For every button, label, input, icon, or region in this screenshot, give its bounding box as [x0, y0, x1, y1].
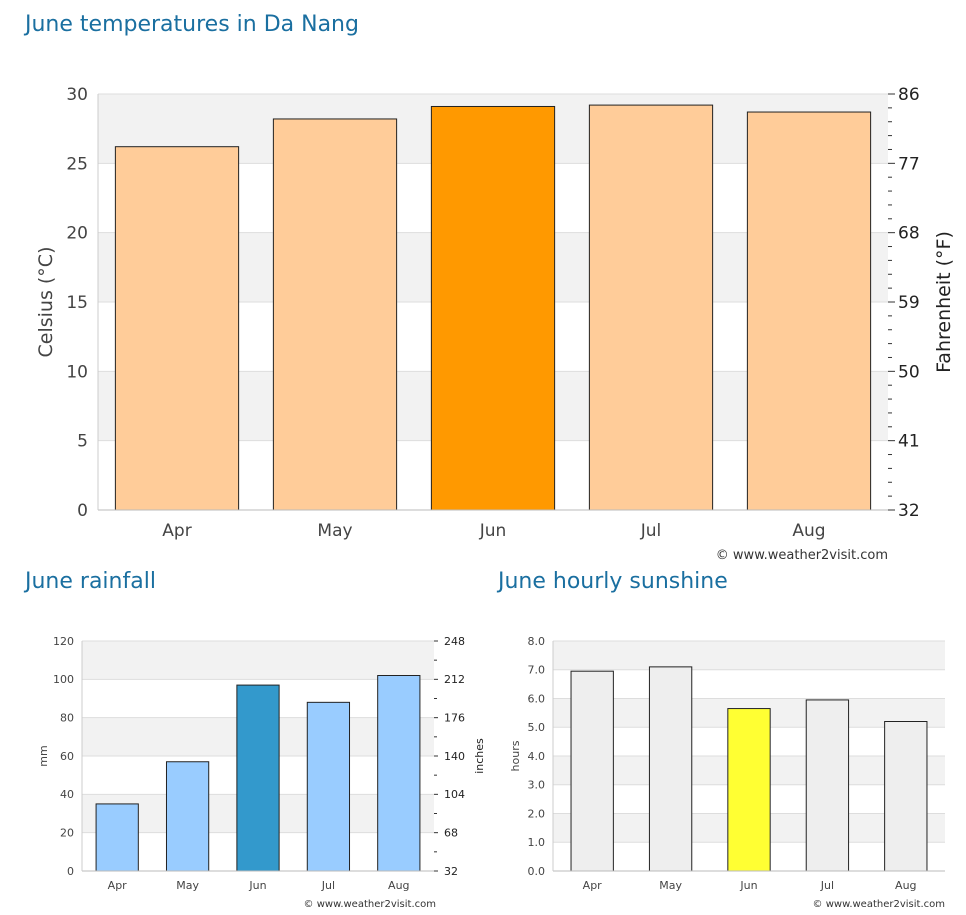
y-right-tick-label: 248	[444, 635, 465, 648]
y-tick-label: 8.0	[528, 635, 546, 648]
bar-jul	[805, 699, 850, 872]
y-tick-label: 100	[53, 673, 74, 686]
y-tick-label: 6.0	[528, 692, 546, 705]
bar-aug	[377, 675, 421, 872]
x-tick-label: May	[176, 879, 199, 892]
bar-aug	[746, 111, 872, 511]
y-tick-label: 120	[53, 635, 74, 648]
y-tick-label: 20	[60, 827, 74, 840]
y-right-tick-label: 32	[898, 501, 920, 521]
x-tick-label: Aug	[388, 879, 409, 892]
y-tick-label: 0	[77, 501, 88, 521]
bar-jul	[306, 701, 351, 872]
y-right-tick-label: 77	[898, 154, 920, 174]
bar-apr	[570, 670, 614, 872]
x-tick-label: Jun	[739, 879, 757, 892]
x-tick-label: May	[317, 521, 352, 541]
y-right-tick-label: 104	[444, 788, 465, 801]
y-right-tick-label: 212	[444, 673, 465, 686]
y-tick-label: 60	[60, 750, 74, 763]
y-tick-label: 5	[77, 432, 88, 452]
y-right-tick-label: 59	[898, 293, 920, 313]
x-tick-label: Jun	[248, 879, 266, 892]
y-right-tick-label: 86	[898, 85, 920, 105]
grid-band	[553, 641, 945, 670]
y-right-tick-label: 50	[898, 362, 920, 382]
bar-jun	[236, 684, 280, 872]
bar-jun	[430, 105, 556, 511]
credit-text: © www.weather2visit.com	[304, 899, 436, 910]
y-right-tick-label: 32	[444, 865, 458, 878]
y-right-tick-label: 41	[898, 432, 920, 452]
rainfall-chart-title: June rainfall	[25, 569, 156, 594]
y-tick-label: 5.0	[528, 721, 546, 734]
y-tick-label: 40	[60, 788, 74, 801]
grid-band	[82, 641, 434, 680]
y-tick-label: 2.0	[528, 807, 546, 820]
x-tick-label: May	[659, 879, 682, 892]
x-tick-label: Apr	[583, 879, 603, 892]
x-tick-label: Jul	[820, 879, 834, 892]
y-tick-label: 0	[67, 865, 74, 878]
bar-may	[165, 761, 210, 872]
y-tick-label: 0.0	[528, 865, 546, 878]
x-tick-label: Aug	[792, 521, 825, 541]
y-right-tick-label: 68	[898, 224, 920, 244]
y-right-axis-title: Fahrenheit (°F)	[933, 231, 955, 373]
bar-apr	[95, 803, 139, 872]
x-tick-label: Jul	[640, 521, 662, 541]
y-tick-label: 30	[66, 85, 88, 105]
y-axis-title: mm	[37, 745, 50, 766]
bar-aug	[884, 721, 928, 872]
y-tick-label: 20	[66, 224, 88, 244]
y-tick-label: 3.0	[528, 779, 546, 792]
x-tick-label: Jul	[321, 879, 335, 892]
y-right-tick-label: 176	[444, 712, 465, 725]
y-axis-title: hours	[509, 740, 522, 771]
temperature-chart-title: June temperatures in Da Nang	[25, 12, 359, 37]
bar-jun	[727, 708, 771, 872]
x-tick-label: Jun	[479, 521, 507, 541]
credit-text: © www.weather2visit.com	[716, 548, 888, 563]
y-tick-label: 1.0	[528, 836, 546, 849]
x-tick-label: Apr	[108, 879, 128, 892]
y-tick-label: 7.0	[528, 664, 546, 677]
x-tick-label: Apr	[162, 521, 191, 541]
x-tick-label: Aug	[895, 879, 916, 892]
y-tick-label: 4.0	[528, 750, 546, 763]
y-right-axis-title: inches	[473, 738, 486, 774]
bar-may	[648, 666, 693, 872]
bar-jul	[588, 104, 714, 511]
y-right-tick-label: 140	[444, 750, 465, 763]
credit-text: © www.weather2visit.com	[813, 899, 945, 910]
y-right-tick-label: 68	[444, 827, 458, 840]
sunshine-chart-title: June hourly sunshine	[498, 569, 728, 594]
y-axis-title: Celsius (°C)	[35, 247, 57, 358]
y-tick-label: 10	[66, 362, 88, 382]
y-tick-label: 15	[66, 293, 88, 313]
y-tick-label: 25	[66, 154, 88, 174]
y-tick-label: 80	[60, 712, 74, 725]
